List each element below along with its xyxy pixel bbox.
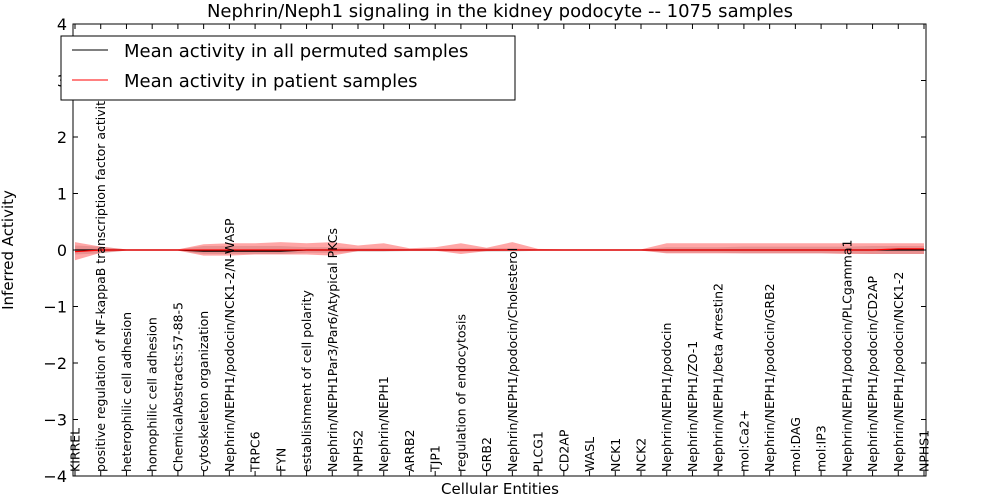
x-tick-label: FYN [273, 448, 288, 472]
plot-frame [72, 23, 927, 477]
x-tick-label: Nephrin/NEPH1/ZO-1 [685, 341, 700, 472]
x-tick-label: mol:DAG [788, 417, 803, 472]
y-tick-label: −1 [43, 298, 67, 317]
x-tick-labels: KIRREL positive regulation of NF-kappaB t… [68, 24, 932, 476]
y-tick-label: 2 [57, 128, 67, 147]
y-tick-label: −4 [43, 467, 67, 486]
legend: Mean activity in all permuted samples Me… [60, 35, 516, 101]
x-tick-label: Nephrin/NEPH1/beta Arrestin2 [711, 283, 726, 472]
legend-label-permuted: Mean activity in all permuted samples [124, 41, 468, 62]
x-tick-label: Nephrin/NEPH1 [376, 376, 391, 472]
x-tick-label: Nephrin/NEPH1/podocin/GRB2 [762, 283, 777, 472]
x-tick-label: Nephrin/NEPH1/podocin/NCK1-2/N-WASP [222, 218, 237, 472]
x-tick-label: Nephrin/NEPH1Par3/Par6/Atypical PKCs [325, 228, 340, 472]
x-tick-label: homophilic cell adhesion [145, 317, 160, 472]
x-tick-label: ARRB2 [402, 430, 417, 472]
x-tick-label: Nephrin/NEPH1/podocin/Cholesterol [505, 248, 520, 472]
y-tick-label: −2 [43, 354, 67, 373]
y-tick-label: 4 [57, 15, 67, 34]
series-line-patient [74, 248, 924, 253]
x-tick-label: NPHS2 [351, 430, 366, 472]
x-tick-label: establishment of cell polarity [299, 290, 314, 472]
x-tick-label: PLCG1 [531, 431, 546, 472]
x-tick-label: Nephrin/NEPH1/podocin/NCK1-2 [891, 272, 906, 472]
x-tick-label: cytoskeleton organization [196, 311, 211, 472]
x-tick-label: WASL [582, 437, 597, 472]
x-tick-label: KIRREL [68, 428, 83, 472]
y-axis-label: Inferred Activity [0, 190, 17, 310]
y-tick-label: 0 [57, 241, 67, 260]
x-tick-label: NPHS1 [917, 430, 932, 472]
x-tick-label: regulation of endocytosis [453, 314, 468, 472]
x-tick-label: Nephrin/NEPH1/podocin/PLCgamma1 [839, 240, 854, 472]
x-tick-label: NCK2 [634, 438, 649, 472]
legend-label-patient: Mean activity in patient samples [124, 71, 418, 92]
chart-title: Nephrin/Neph1 signaling in the kidney po… [207, 1, 793, 22]
x-tick-label: NCK1 [608, 438, 623, 472]
x-tick-label: positive regulation of NF-kappaB transcr… [93, 93, 108, 472]
y-tick-label: 1 [57, 185, 67, 204]
x-tick-label: heterophilic cell adhesion [119, 312, 134, 472]
series-lines [74, 248, 924, 253]
y-tick-label: −3 [43, 411, 67, 430]
x-tick-label: mol:Ca2+ [736, 410, 751, 472]
x-tick-label: TJP1 [428, 445, 443, 473]
x-tick-label: ChemicalAbstracts:57-88-5 [170, 302, 185, 472]
band-patient [75, 242, 924, 261]
x-tick-label: TRPC6 [248, 431, 263, 473]
x-tick-label: Nephrin/NEPH1/podocin/CD2AP [865, 276, 880, 472]
x-tick-label: GRB2 [479, 437, 494, 472]
x-axis-label: Cellular Entities [441, 480, 559, 498]
legend-box [60, 35, 516, 101]
x-tick-label: CD2AP [556, 429, 571, 472]
x-tick-label: Nephrin/NEPH1/podocin [659, 323, 674, 472]
x-tick-label: mol:IP3 [814, 425, 829, 472]
